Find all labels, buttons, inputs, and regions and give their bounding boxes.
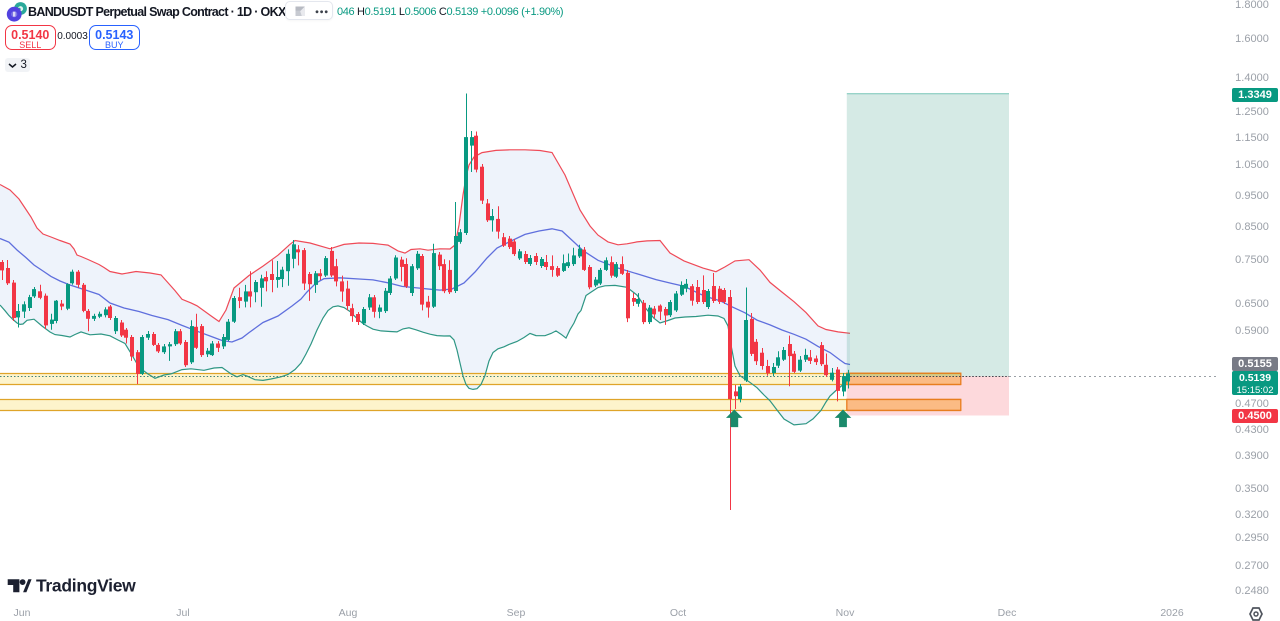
svg-text:TradingView: TradingView: [36, 576, 136, 596]
